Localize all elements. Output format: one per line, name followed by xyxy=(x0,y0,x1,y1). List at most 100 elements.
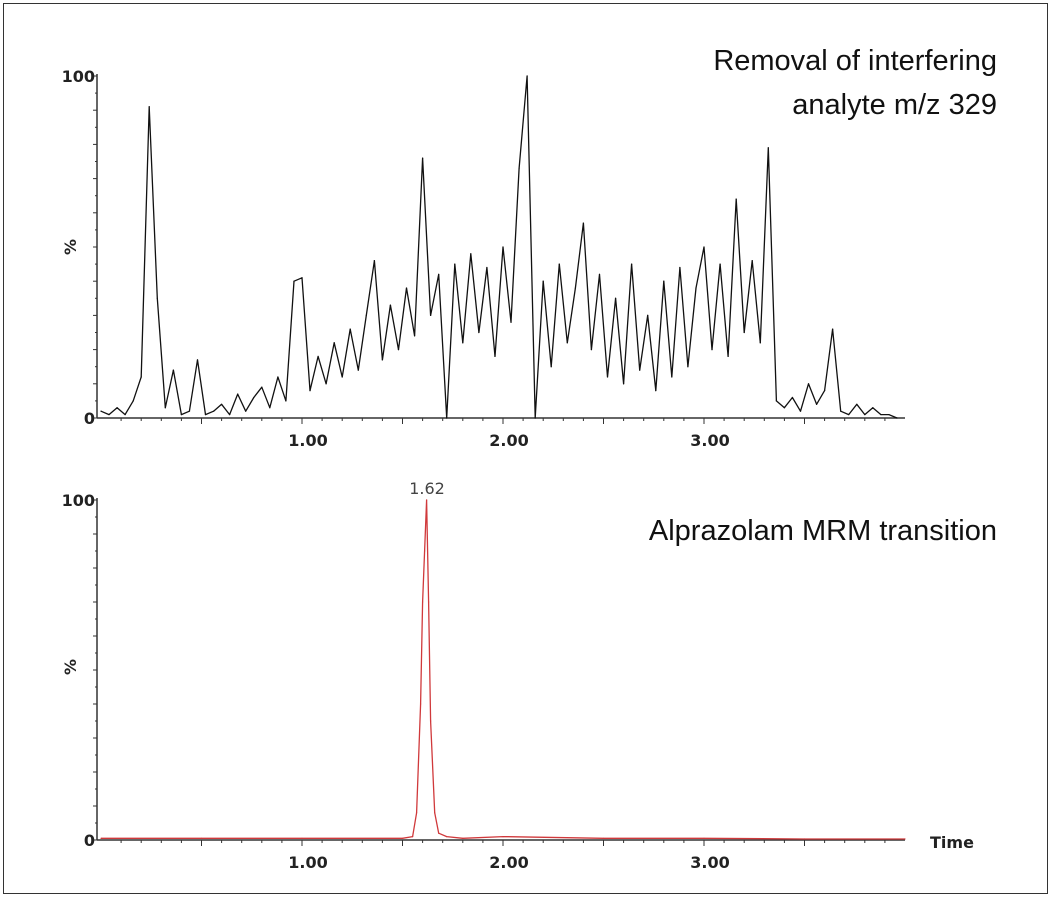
data-point xyxy=(904,838,906,840)
data-point xyxy=(888,413,890,416)
data-point xyxy=(856,403,858,405)
data-point xyxy=(156,297,158,299)
data-point xyxy=(200,837,203,839)
data-point xyxy=(446,417,448,419)
data-point xyxy=(341,376,343,378)
data-point xyxy=(454,263,456,265)
data-point xyxy=(602,837,605,839)
data-point xyxy=(108,413,110,416)
data-point xyxy=(132,400,134,402)
y-tick-label: 100 xyxy=(62,491,95,510)
x-tick-label: 1.00 xyxy=(288,853,327,872)
figure-frame xyxy=(3,3,1048,894)
data-point xyxy=(767,147,769,149)
data-point xyxy=(803,838,806,840)
data-point xyxy=(430,720,432,722)
data-point xyxy=(309,390,311,392)
data-point xyxy=(349,328,351,330)
data-point xyxy=(840,410,842,412)
data-point xyxy=(438,273,440,275)
data-point xyxy=(180,413,182,416)
data-point xyxy=(872,407,874,409)
data-point xyxy=(269,407,271,409)
data-point xyxy=(687,366,689,368)
data-point xyxy=(415,812,418,814)
data-point xyxy=(373,260,375,262)
data-point xyxy=(695,287,697,289)
data-point xyxy=(301,277,303,279)
data-point xyxy=(470,253,472,255)
data-point xyxy=(566,342,568,344)
data-point xyxy=(229,413,231,416)
data-point xyxy=(598,273,601,275)
data-point xyxy=(542,280,544,282)
data-point xyxy=(623,383,625,385)
x-tick-label: 3.00 xyxy=(690,853,729,872)
data-point xyxy=(285,400,287,402)
x-tick-label: 2.00 xyxy=(489,431,528,450)
data-point xyxy=(896,417,898,419)
data-point xyxy=(100,410,102,412)
data-point xyxy=(212,410,215,412)
data-point xyxy=(478,331,480,334)
data-point xyxy=(293,280,295,282)
data-point xyxy=(486,266,488,269)
data-point xyxy=(405,287,408,289)
data-point xyxy=(422,157,424,159)
top-title-line-1: Removal of interfering xyxy=(713,45,997,77)
x-tick-label: 2.00 xyxy=(489,853,528,872)
top-y-axis-label: % xyxy=(61,239,80,255)
bottom-title: Alprazolam MRM transition xyxy=(649,515,997,547)
data-point xyxy=(606,376,609,378)
data-point xyxy=(526,75,528,77)
data-point xyxy=(590,349,593,351)
data-point xyxy=(389,304,392,306)
data-point xyxy=(719,263,721,265)
data-point xyxy=(422,601,424,603)
data-point xyxy=(783,407,786,409)
data-point xyxy=(848,413,850,416)
data-point xyxy=(880,413,882,416)
data-point xyxy=(864,413,866,416)
data-point xyxy=(494,355,496,358)
data-point xyxy=(534,417,536,419)
data-point xyxy=(172,369,174,371)
data-point xyxy=(558,263,560,265)
data-point xyxy=(397,349,400,351)
data-point xyxy=(832,328,834,330)
data-point xyxy=(799,410,802,412)
data-point xyxy=(815,403,818,405)
data-point xyxy=(188,410,191,412)
data-point xyxy=(502,246,504,248)
data-point xyxy=(196,359,199,361)
data-point xyxy=(679,266,681,269)
data-point xyxy=(703,246,705,248)
data-point xyxy=(381,359,383,361)
bottom-y-axis-label: % xyxy=(61,659,80,675)
y-tick-label: 0 xyxy=(84,409,95,428)
top-title-line-2: analyte m/z 329 xyxy=(792,89,997,121)
bottom-chromatogram: Alprazolam MRM transition % Time 1.62 1.… xyxy=(61,479,997,872)
data-point xyxy=(148,106,150,108)
data-point xyxy=(261,386,263,388)
data-point xyxy=(711,349,713,351)
data-point xyxy=(124,413,126,416)
data-point xyxy=(140,376,142,378)
data-point xyxy=(574,287,576,289)
data-point xyxy=(401,837,404,839)
data-point xyxy=(411,836,414,838)
data-point xyxy=(245,410,247,412)
series-trace xyxy=(101,499,905,840)
data-point xyxy=(775,400,777,402)
data-point xyxy=(333,342,335,344)
data-point xyxy=(434,812,436,814)
data-point xyxy=(204,413,207,416)
data-point xyxy=(751,260,753,262)
data-point xyxy=(430,314,432,316)
data-point xyxy=(735,198,737,200)
data-point xyxy=(462,342,464,344)
data-point xyxy=(424,550,426,552)
series-trace xyxy=(100,75,898,419)
data-point xyxy=(502,836,504,838)
